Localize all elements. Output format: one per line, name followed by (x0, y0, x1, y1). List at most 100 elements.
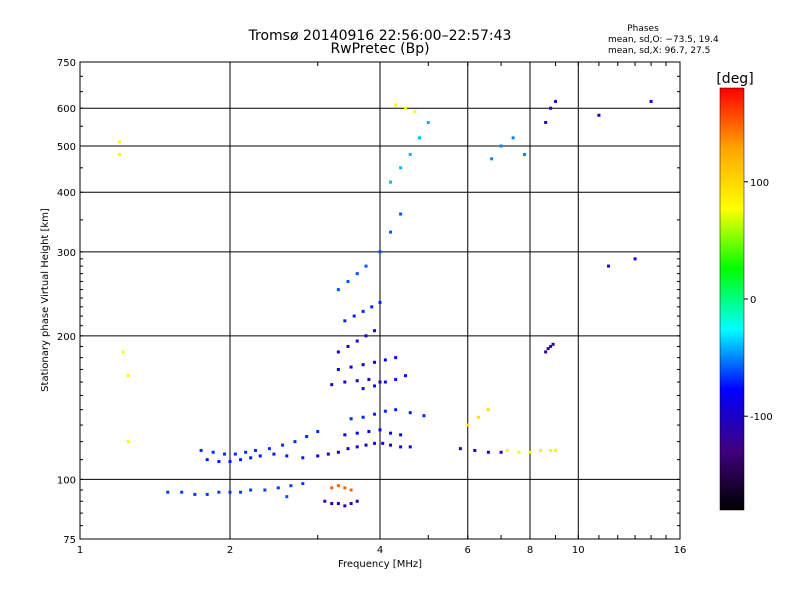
data-point (323, 499, 327, 503)
data-point (413, 110, 417, 114)
data-point (373, 412, 377, 416)
data-point (505, 448, 509, 452)
colorbar-tick-label: -100 (750, 412, 773, 423)
data-point (408, 152, 412, 156)
data-point (211, 450, 215, 454)
data-point (361, 387, 365, 391)
data-point (217, 460, 221, 464)
data-point (343, 486, 347, 490)
data-point (383, 358, 387, 362)
data-point (233, 452, 237, 456)
data-point (355, 339, 359, 343)
data-point (523, 152, 527, 156)
data-point (117, 140, 121, 144)
colorbar-ticks: 100 0 -100 (744, 178, 773, 423)
data-point (316, 430, 320, 434)
data-point (355, 272, 359, 276)
data-point (228, 490, 232, 494)
data-point (263, 488, 267, 492)
data-point (267, 447, 271, 451)
data-point (549, 344, 553, 348)
data-point (373, 441, 377, 445)
data-point (458, 447, 462, 451)
data-point (549, 106, 553, 110)
data-point (336, 502, 340, 506)
y-tick-label: 600 (57, 104, 76, 115)
data-point (343, 504, 347, 508)
x-tick-label: 4 (377, 545, 383, 556)
data-point (336, 450, 340, 454)
data-point (486, 450, 490, 454)
x-tick-label: 6 (465, 545, 471, 556)
data-point (408, 411, 412, 415)
data-point (346, 447, 350, 451)
data-point (326, 452, 330, 456)
y-tick-label: 750 (57, 58, 76, 69)
data-point (373, 360, 377, 364)
data-point (258, 454, 262, 458)
data-point (389, 230, 393, 234)
data-point (355, 499, 359, 503)
y-tick-labels: 75 100 200 300 400 500 600 750 (57, 58, 76, 546)
data-point (389, 443, 393, 447)
data-point (364, 443, 368, 447)
data-point (289, 484, 293, 488)
data-point (193, 492, 197, 496)
data-point (352, 314, 356, 318)
data-point (553, 99, 557, 103)
y-tick-label: 500 (57, 142, 76, 153)
data-point (349, 488, 353, 492)
data-point (301, 456, 305, 460)
stats-line-x: mean, sd,X: 96.7, 27.5 (608, 46, 710, 56)
data-point (373, 384, 377, 388)
data-point (223, 452, 227, 456)
data-point (336, 367, 340, 371)
data-point (205, 458, 209, 462)
y-tick-label: 75 (63, 535, 76, 546)
data-point (607, 264, 611, 268)
data-point (343, 319, 347, 323)
data-point (281, 443, 285, 447)
data-point (330, 486, 334, 490)
data-point (285, 454, 289, 458)
data-point (549, 448, 553, 452)
y-tick-label: 400 (57, 188, 76, 199)
data-point (422, 414, 426, 418)
data-point (276, 486, 280, 490)
data-point (355, 379, 359, 383)
data-point (361, 309, 365, 313)
data-point (121, 350, 125, 354)
data-point (528, 450, 532, 454)
data-point (649, 99, 653, 103)
chart-title: Tromsø 20140916 22:56:00–22:57:43 (248, 28, 512, 44)
data-point (180, 490, 184, 494)
data-point (249, 488, 253, 492)
x-tick-label: 1 (77, 545, 83, 556)
data-point (633, 257, 637, 261)
x-tick-label: 2 (227, 545, 233, 556)
data-point (364, 334, 368, 338)
data-point (373, 329, 377, 333)
data-point (349, 365, 353, 369)
x-tick-labels: 1 2 4 6 8 10 16 (77, 545, 687, 556)
data-point (490, 157, 494, 161)
stats-line-o: mean, sd,O: −73.5, 19.4 (608, 35, 719, 45)
data-point (346, 279, 350, 283)
data-point (336, 350, 340, 354)
data-point (349, 417, 353, 421)
data-point (378, 250, 382, 254)
data-point (473, 448, 477, 452)
data-point (249, 456, 253, 460)
data-point (394, 408, 398, 412)
data-point (389, 431, 393, 435)
data-point (539, 448, 543, 452)
data-point (228, 460, 232, 464)
x-tick-label: 10 (572, 545, 585, 556)
colorbar (719, 87, 745, 511)
data-point (378, 300, 382, 304)
data-point (399, 212, 403, 216)
data-point (499, 450, 503, 454)
data-point (486, 408, 490, 412)
data-point (370, 305, 374, 309)
